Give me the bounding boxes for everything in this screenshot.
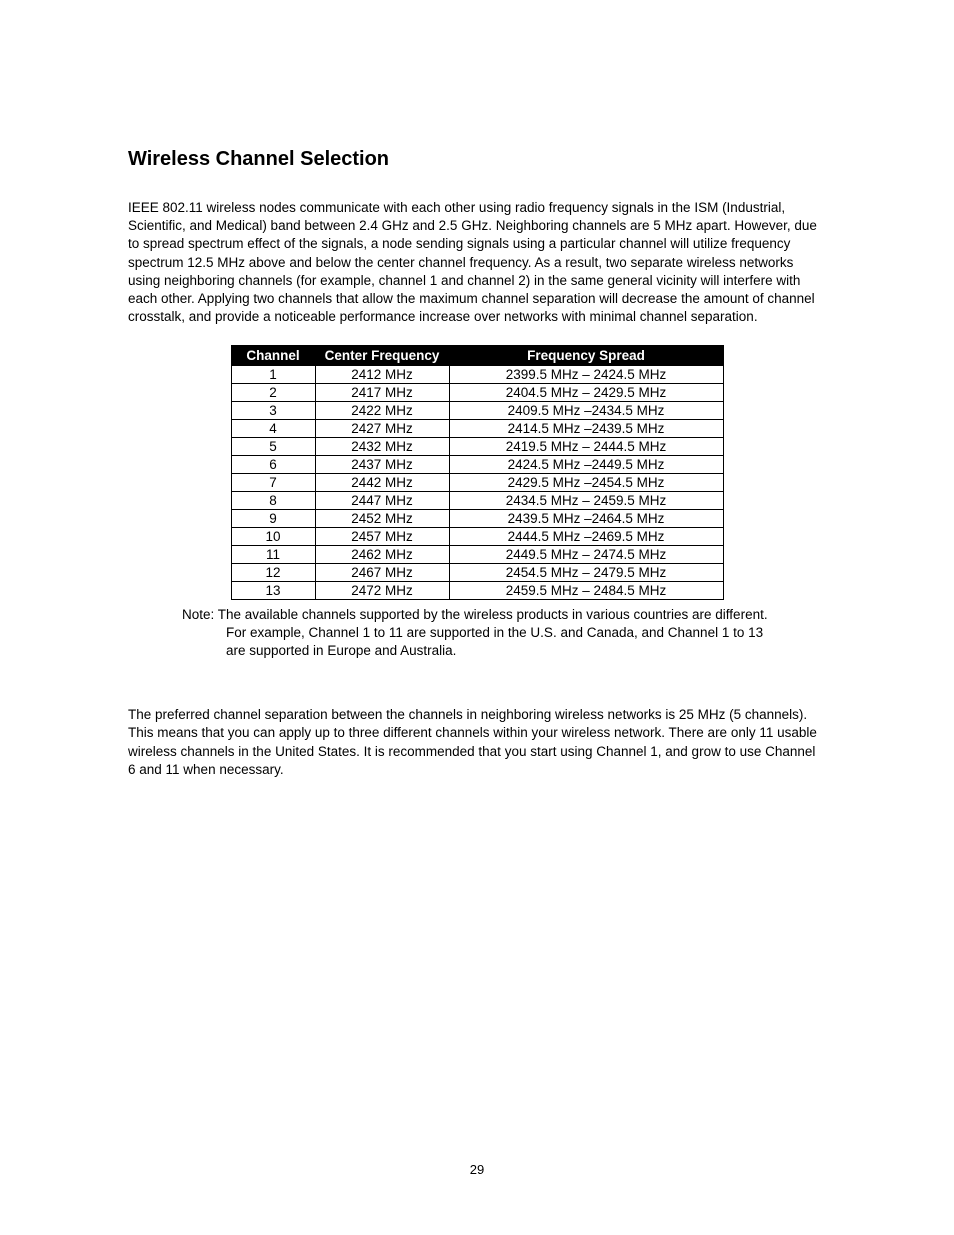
table-row: 42427 MHz2414.5 MHz –2439.5 MHz — [231, 419, 723, 437]
cell-center: 2462 MHz — [315, 545, 449, 563]
cell-center: 2417 MHz — [315, 383, 449, 401]
cell-spread: 2444.5 MHz –2469.5 MHz — [449, 527, 723, 545]
cell-channel: 13 — [231, 581, 315, 599]
cell-spread: 2409.5 MHz –2434.5 MHz — [449, 401, 723, 419]
cell-center: 2427 MHz — [315, 419, 449, 437]
cell-spread: 2414.5 MHz –2439.5 MHz — [449, 419, 723, 437]
cell-spread: 2434.5 MHz – 2459.5 MHz — [449, 491, 723, 509]
cell-center: 2472 MHz — [315, 581, 449, 599]
cell-spread: 2404.5 MHz – 2429.5 MHz — [449, 383, 723, 401]
cell-channel: 11 — [231, 545, 315, 563]
channel-table: Channel Center Frequency Frequency Sprea… — [231, 345, 724, 600]
table-row: 122467 MHz2454.5 MHz – 2479.5 MHz — [231, 563, 723, 581]
cell-spread: 2449.5 MHz – 2474.5 MHz — [449, 545, 723, 563]
cell-center: 2457 MHz — [315, 527, 449, 545]
note-wrapper: Note: The available channels supported b… — [128, 606, 826, 661]
cell-center: 2452 MHz — [315, 509, 449, 527]
intro-paragraph: IEEE 802.11 wireless nodes communicate w… — [128, 199, 826, 327]
table-row: 102457 MHz2444.5 MHz –2469.5 MHz — [231, 527, 723, 545]
cell-center: 2422 MHz — [315, 401, 449, 419]
cell-channel: 12 — [231, 563, 315, 581]
table-row: 82447 MHz2434.5 MHz – 2459.5 MHz — [231, 491, 723, 509]
table-row: 92452 MHz2439.5 MHz –2464.5 MHz — [231, 509, 723, 527]
cell-channel: 9 — [231, 509, 315, 527]
cell-center: 2442 MHz — [315, 473, 449, 491]
cell-center: 2467 MHz — [315, 563, 449, 581]
cell-center: 2432 MHz — [315, 437, 449, 455]
cell-spread: 2439.5 MHz –2464.5 MHz — [449, 509, 723, 527]
channel-table-wrapper: Channel Center Frequency Frequency Sprea… — [128, 345, 826, 600]
cell-spread: 2454.5 MHz – 2479.5 MHz — [449, 563, 723, 581]
cell-spread: 2424.5 MHz –2449.5 MHz — [449, 455, 723, 473]
cell-spread: 2419.5 MHz – 2444.5 MHz — [449, 437, 723, 455]
cell-center: 2437 MHz — [315, 455, 449, 473]
cell-channel: 5 — [231, 437, 315, 455]
table-row: 112462 MHz2449.5 MHz – 2474.5 MHz — [231, 545, 723, 563]
cell-spread: 2459.5 MHz – 2484.5 MHz — [449, 581, 723, 599]
cell-center: 2447 MHz — [315, 491, 449, 509]
table-row: 32422 MHz2409.5 MHz –2434.5 MHz — [231, 401, 723, 419]
th-frequency-spread: Frequency Spread — [449, 345, 723, 365]
table-row: 132472 MHz2459.5 MHz – 2484.5 MHz — [231, 581, 723, 599]
table-row: 22417 MHz2404.5 MHz – 2429.5 MHz — [231, 383, 723, 401]
cell-channel: 1 — [231, 365, 315, 383]
cell-channel: 4 — [231, 419, 315, 437]
closing-paragraph: The preferred channel separation between… — [128, 706, 826, 779]
table-row: 52432 MHz2419.5 MHz – 2444.5 MHz — [231, 437, 723, 455]
cell-channel: 10 — [231, 527, 315, 545]
table-row: 12412 MHz2399.5 MHz – 2424.5 MHz — [231, 365, 723, 383]
cell-center: 2412 MHz — [315, 365, 449, 383]
cell-channel: 8 — [231, 491, 315, 509]
th-channel: Channel — [231, 345, 315, 365]
cell-channel: 3 — [231, 401, 315, 419]
note-text: Note: The available channels supported b… — [182, 606, 772, 661]
cell-channel: 6 — [231, 455, 315, 473]
table-row: 72442 MHz2429.5 MHz –2454.5 MHz — [231, 473, 723, 491]
cell-channel: 7 — [231, 473, 315, 491]
page-heading: Wireless Channel Selection — [128, 148, 826, 171]
cell-spread: 2399.5 MHz – 2424.5 MHz — [449, 365, 723, 383]
page-number: 29 — [0, 1162, 954, 1177]
cell-channel: 2 — [231, 383, 315, 401]
cell-spread: 2429.5 MHz –2454.5 MHz — [449, 473, 723, 491]
table-row: 62437 MHz2424.5 MHz –2449.5 MHz — [231, 455, 723, 473]
th-center-frequency: Center Frequency — [315, 345, 449, 365]
channel-table-body: 12412 MHz2399.5 MHz – 2424.5 MHz 22417 M… — [231, 365, 723, 599]
